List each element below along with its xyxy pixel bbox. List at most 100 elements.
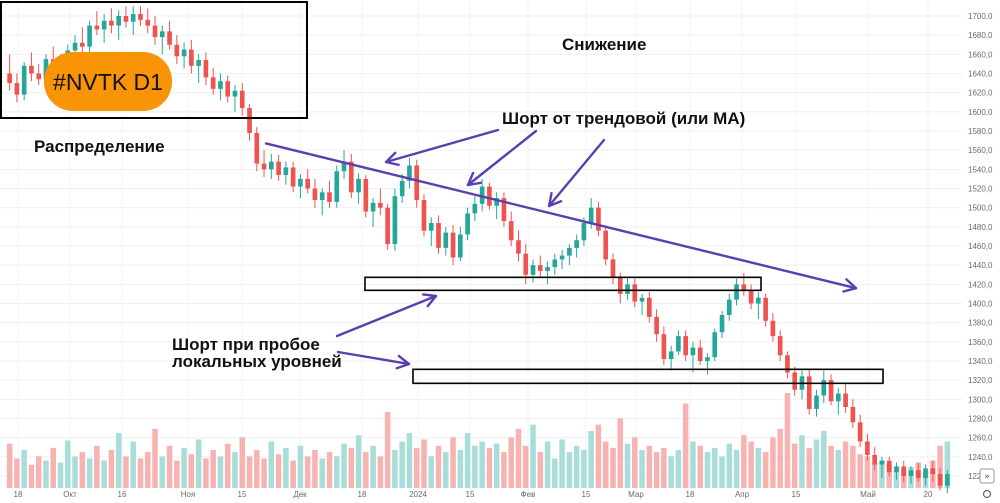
candle: [210, 67, 216, 95]
candle: [668, 345, 674, 371]
candle-body: [87, 25, 92, 47]
price-tick-label: 1480,0: [968, 223, 993, 232]
volume-bar: [515, 428, 522, 488]
candle-body: [203, 60, 209, 78]
candle: [603, 226, 609, 266]
volume-bar: [850, 445, 856, 488]
price-tick-label: 1340,0: [968, 357, 993, 366]
candle: [494, 192, 499, 220]
candle-body: [29, 65, 34, 74]
candle: [647, 292, 652, 323]
volume-bar: [21, 450, 27, 488]
scroll-to-latest-button-frame[interactable]: [979, 468, 995, 484]
candle-body: [239, 90, 245, 108]
candle: [290, 161, 296, 193]
volume-bar: [43, 460, 49, 488]
volume-bar: [806, 447, 813, 488]
volume-bar: [254, 450, 260, 488]
volume-bar: [188, 454, 195, 488]
candle-body: [443, 232, 449, 248]
volume-bar: [348, 447, 355, 488]
trendline-touch-arrow-2: [466, 129, 538, 187]
price-tick-label: 1640,0: [968, 70, 993, 79]
volume-bar: [835, 450, 842, 488]
volume-bar: [166, 445, 173, 488]
candle-body: [399, 180, 405, 197]
volume-bar: [72, 456, 78, 488]
price-axis: 1700,0 1680,0 1660,0 1640,0 1620,0 1600,0 1580…: [968, 12, 993, 481]
candle: [872, 447, 877, 471]
candle: [915, 462, 921, 482]
candle-body: [516, 240, 521, 254]
distribution-label: Распределение: [34, 137, 165, 156]
candle: [567, 244, 572, 266]
candle-body: [370, 202, 376, 212]
trendline-touch-arrow-1: [384, 128, 500, 164]
candle: [894, 462, 899, 480]
candle-body: [588, 207, 594, 223]
volume-bar: [544, 441, 551, 488]
candle: [363, 175, 369, 218]
volume-bar: [864, 456, 871, 488]
candle: [80, 27, 85, 55]
candle-body: [603, 230, 609, 260]
candle: [596, 201, 601, 237]
candle-body: [145, 19, 151, 26]
candle-body: [545, 267, 550, 271]
volume-bar: [755, 447, 762, 488]
volume-bar: [413, 447, 420, 488]
volume-bar: [406, 433, 413, 488]
candle-body: [458, 234, 463, 258]
candle: [472, 196, 478, 222]
candle-body: [632, 284, 638, 302]
volume-bar: [326, 452, 333, 488]
candle-body: [806, 376, 812, 409]
scroll-to-latest-icon[interactable]: »: [984, 472, 990, 482]
candle: [385, 203, 390, 250]
candle-body: [7, 73, 12, 84]
candle: [109, 8, 114, 34]
ticker-badge: #NVTK D1: [44, 52, 172, 111]
candle-body: [661, 334, 667, 360]
volume-bar: [50, 447, 57, 488]
time-tick-label: 18: [358, 490, 367, 499]
volume-bar: [886, 464, 892, 488]
candle: [247, 104, 252, 141]
candle: [799, 370, 805, 400]
volume-bar: [508, 437, 514, 488]
candle: [705, 353, 710, 375]
volume-bar: [261, 458, 267, 488]
candle-body: [72, 42, 78, 51]
volume-bar: [791, 443, 798, 488]
volume-bar: [770, 437, 776, 488]
candle-body: [181, 49, 187, 57]
candle: [138, 6, 143, 26]
candle-body: [821, 380, 827, 396]
candle: [232, 85, 238, 112]
candle-body: [130, 14, 136, 22]
candle-body: [901, 466, 907, 476]
time-tick-label: 15: [582, 490, 591, 499]
candle-body: [94, 25, 100, 30]
candle-body: [116, 16, 121, 26]
volume-bar: [435, 445, 442, 488]
candle: [850, 399, 856, 429]
breakout-arrow-upper: [335, 294, 438, 338]
candle-body: [836, 393, 841, 402]
candle-body: [305, 178, 310, 189]
short-trendline-label: Шорт от трендовой (или МА): [502, 109, 745, 128]
volume-bar: [304, 456, 311, 488]
volume-bar: [290, 460, 296, 488]
volume-bar: [522, 445, 529, 488]
price-tick-label: 1320,0: [968, 376, 993, 385]
volume-bar: [384, 412, 391, 488]
settings-gear-icon[interactable]: [982, 489, 992, 499]
candle-body: [218, 81, 223, 89]
candle: [443, 226, 449, 256]
candle: [269, 154, 274, 179]
candle: [879, 456, 885, 478]
time-tick-label: Мар: [628, 490, 644, 499]
candle: [683, 330, 688, 361]
candle: [625, 276, 630, 300]
volume-bar: [392, 450, 398, 488]
